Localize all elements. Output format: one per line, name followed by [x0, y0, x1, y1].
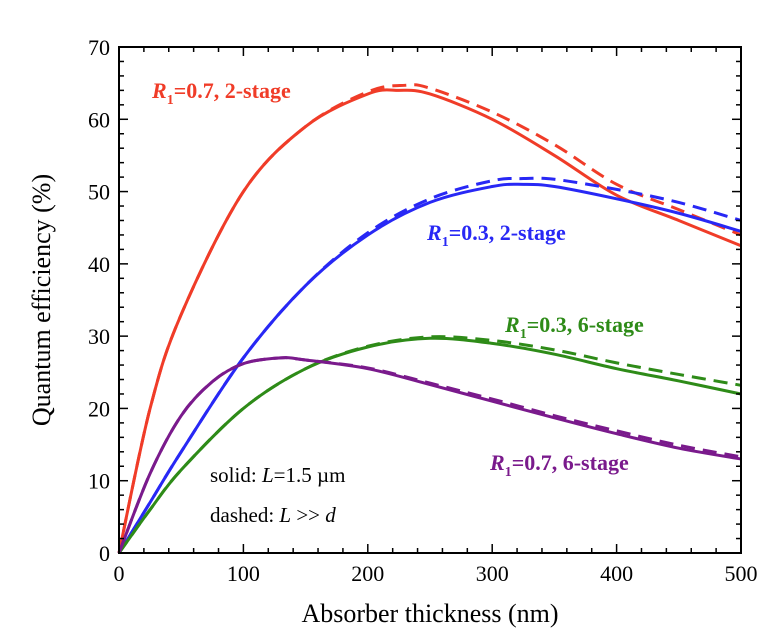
- x-tick-label: 400: [600, 561, 633, 586]
- y-tick-label: 40: [88, 252, 110, 277]
- series-0-solid-line: [117, 88, 742, 554]
- label-r07-6stage: R1=0.7, 6-stage: [489, 450, 629, 480]
- x-tick-label: 500: [725, 561, 758, 586]
- y-tick-label: 20: [88, 396, 110, 421]
- series-4-solid-line: [117, 336, 742, 554]
- y-tick-label: 30: [88, 324, 110, 349]
- label-r07-2stage: R1=0.7, 2-stage: [151, 78, 291, 108]
- y-tick-label: 70: [88, 35, 110, 60]
- series-1-dashed-line: [117, 83, 742, 554]
- x-axis-label: Absorber thickness (nm): [301, 599, 558, 628]
- plot-frame: [118, 46, 742, 554]
- label-r03-6stage: R1=0.3, 6-stage: [504, 312, 644, 342]
- series-3-dashed-line: [117, 176, 742, 554]
- note-solid: solid: L=1.5 µm: [210, 463, 345, 487]
- y-tick-label: 10: [88, 469, 110, 494]
- x-tick-label: 300: [476, 561, 509, 586]
- y-tick-label: 50: [88, 180, 110, 205]
- series-7-dashed-line: [117, 356, 742, 554]
- x-tick-label: 200: [351, 561, 384, 586]
- x-tick-label: 0: [114, 561, 125, 586]
- y-tick-label: 60: [88, 107, 110, 132]
- y-axis-label: Quantum efficiency (%): [27, 174, 56, 426]
- series-6-solid-line: [117, 356, 742, 554]
- series-5-dashed-line: [117, 335, 742, 554]
- label-r03-2stage: R1=0.3, 2-stage: [426, 220, 566, 250]
- x-tick-label: 100: [227, 561, 260, 586]
- note-dashed: dashed: L >> d: [210, 503, 336, 527]
- y-tick-label: 0: [99, 541, 110, 566]
